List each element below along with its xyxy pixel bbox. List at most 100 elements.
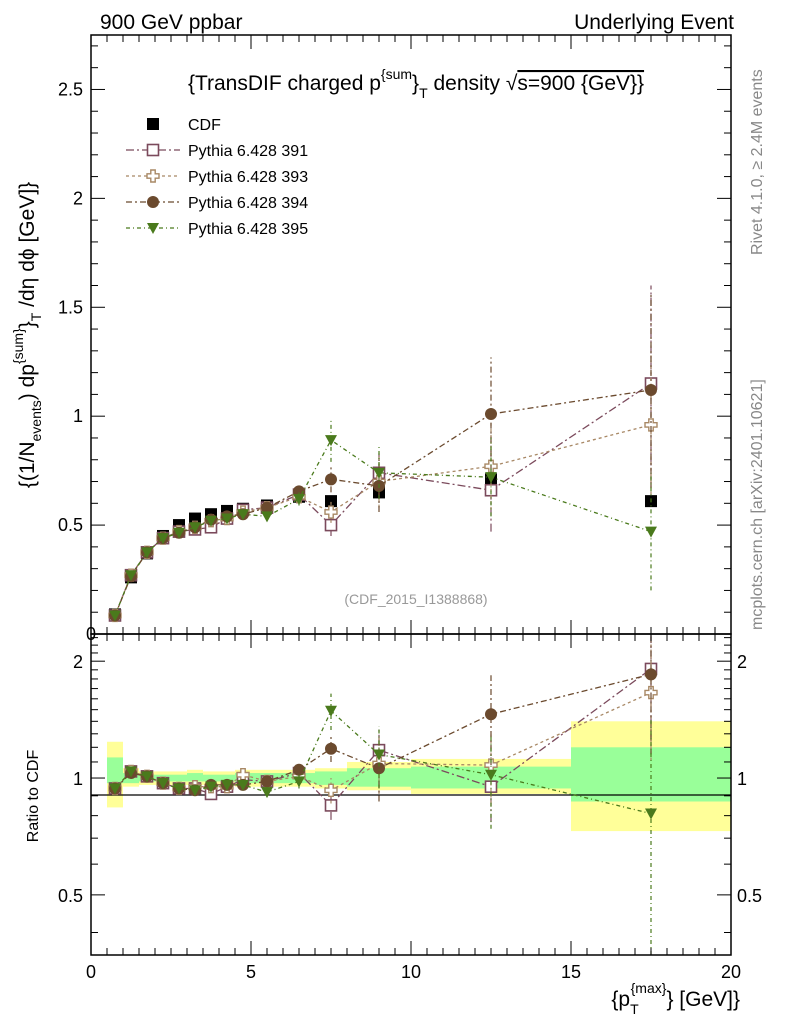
- ratio-data-point: [261, 787, 273, 799]
- ratio-data-point: [109, 783, 121, 795]
- ratio-data-point: [261, 775, 273, 788]
- main-data-point: [237, 509, 249, 521]
- ratio-band-green: [219, 774, 235, 782]
- main-data-point: [645, 526, 657, 538]
- ratio-data-point: [125, 766, 137, 778]
- main-data-point: [373, 467, 385, 479]
- title-close: }: [412, 72, 419, 95]
- main-data-point: [141, 547, 153, 559]
- ratio-data-point: [205, 781, 217, 793]
- legend-label: Pythia 6.428 393: [188, 169, 308, 186]
- xlabel-sub: T: [630, 1001, 639, 1017]
- main-panel: 0.511.522.5 0 {TransDIF charged p{sum}T …: [10, 34, 732, 644]
- ratio-data-point: [173, 783, 185, 795]
- main-data-point: [109, 610, 121, 622]
- ylabel-part-c: }: [16, 321, 39, 328]
- main-series-line: [114, 389, 652, 616]
- main-series-3: [109, 292, 657, 622]
- main-data-point: [645, 384, 657, 397]
- ratio-data-point: [189, 785, 201, 797]
- main-data-point: [261, 501, 273, 514]
- ylabel-sub2: T: [28, 312, 44, 321]
- main-y-axis-label: {(1/Nevents) dp{sum}}T /dη dϕ [GeV]}: [10, 182, 44, 488]
- ratio-band-green: [107, 757, 123, 784]
- ratio-y-tick-label-right: 0.5: [737, 886, 762, 906]
- ratio-data-point: [157, 778, 169, 790]
- ratio-data-point: [237, 779, 249, 791]
- ratio-y-axis-label: Ratio to CDF: [25, 750, 42, 843]
- legend-label: Pythia 6.428 395: [188, 221, 308, 238]
- main-data-point: [485, 472, 497, 484]
- main-data-point: [157, 533, 169, 545]
- main-data-point: [125, 570, 137, 582]
- ratio-y-tick-label: 0.5: [58, 886, 83, 906]
- legend-marker: [147, 196, 159, 208]
- xlabel-sup: {max}: [631, 980, 667, 996]
- x-tick-label: 20: [721, 962, 741, 982]
- main-marks: [108, 285, 658, 623]
- ratio-panel: 0.5 0.51 12 20 5 10 15 20 Ratio to CDF {pT{max}…: [25, 633, 762, 1017]
- ratio-axis-ticks: 0.5 0.51 12 20 5 10 15 20: [58, 634, 762, 982]
- ratio-band-green: [171, 774, 187, 782]
- analysis-watermark: (CDF_2015_I1388868): [344, 591, 487, 607]
- ratio-data-point: [485, 708, 497, 721]
- legend-marker: [147, 118, 159, 130]
- main-data-point: [644, 418, 658, 432]
- main-axis-ticks: 0.5 1 1.5 2 2.5: [58, 35, 732, 635]
- ratio-data-point: [373, 762, 385, 775]
- ylabel-part-b: ) dp: [16, 364, 39, 400]
- main-series-1: [108, 285, 658, 622]
- ratio-marks: [108, 634, 658, 955]
- main-data-point: [485, 408, 497, 421]
- xlabel-part-b: } [GeV]}: [666, 988, 740, 1011]
- main-data-point: [324, 518, 338, 532]
- title-part-c: s=900 {GeV}}: [517, 72, 644, 95]
- main-series-line: [114, 382, 652, 616]
- title-sub: T: [419, 85, 428, 101]
- title-part-b: density √: [428, 72, 518, 95]
- ratio-data-point: [324, 783, 338, 797]
- main-data-point: [205, 515, 217, 527]
- main-data-point: [189, 512, 201, 525]
- ratio-data-point: [325, 705, 337, 717]
- legend-label: Pythia 6.428 394: [188, 195, 308, 212]
- ratio-data-point: [221, 779, 233, 791]
- x-tick-label: 0: [86, 962, 96, 982]
- ratio-y-tick-label-right: 2: [737, 652, 747, 672]
- xlabel-part-a: {p: [611, 988, 630, 1011]
- legend-label: CDF: [188, 117, 221, 134]
- legend: CDF Pythia 6.428 391 Pythia 6.428 393 Pythi…: [126, 117, 308, 238]
- ratio-data-point: [645, 808, 657, 820]
- title-part-a: {TransDIF charged p: [188, 72, 381, 95]
- header-left: 900 GeV ppbar: [100, 11, 242, 34]
- side-label-bottom: mcplots.cern.ch [arXiv:2401.10621]: [749, 379, 766, 630]
- chart-title: {TransDIF charged p{sum}T density √s=900…: [188, 66, 644, 101]
- main-data-point: [325, 473, 337, 486]
- x-axis-label: {pT {max}} [GeV]}: [611, 980, 740, 1017]
- ratio-data-point: [485, 769, 497, 781]
- legend-label: Pythia 6.428 391: [188, 143, 308, 160]
- ratio-band-green: [187, 773, 203, 782]
- main-data-point: [324, 505, 338, 519]
- title-sup: {sum: [381, 66, 412, 82]
- main-data-point: [325, 435, 337, 447]
- ratio-series-3: [109, 693, 657, 955]
- ratio-data-point: [141, 771, 153, 783]
- ratio-y-tick-label-right: 1: [737, 769, 747, 789]
- ratio-y-tick-label: 1: [73, 769, 83, 789]
- ratio-data-point: [293, 763, 305, 776]
- ylabel-sub1: events: [28, 400, 44, 441]
- main-data-point: [293, 493, 305, 505]
- legend-marker: [146, 143, 160, 157]
- ylabel-part-d: /dη dϕ [GeV]}: [16, 182, 39, 313]
- main-data-point: [221, 513, 233, 525]
- main-y-tick-label: 2: [73, 188, 83, 208]
- main-series-4: [109, 418, 657, 622]
- main-data-point: [173, 527, 185, 539]
- main-y-tick-label: 0.5: [58, 515, 83, 535]
- main-data-point: [261, 511, 273, 523]
- ratio-data-point: [373, 749, 385, 761]
- ratio-data-point: [325, 742, 337, 755]
- x-tick-label: 5: [246, 962, 256, 982]
